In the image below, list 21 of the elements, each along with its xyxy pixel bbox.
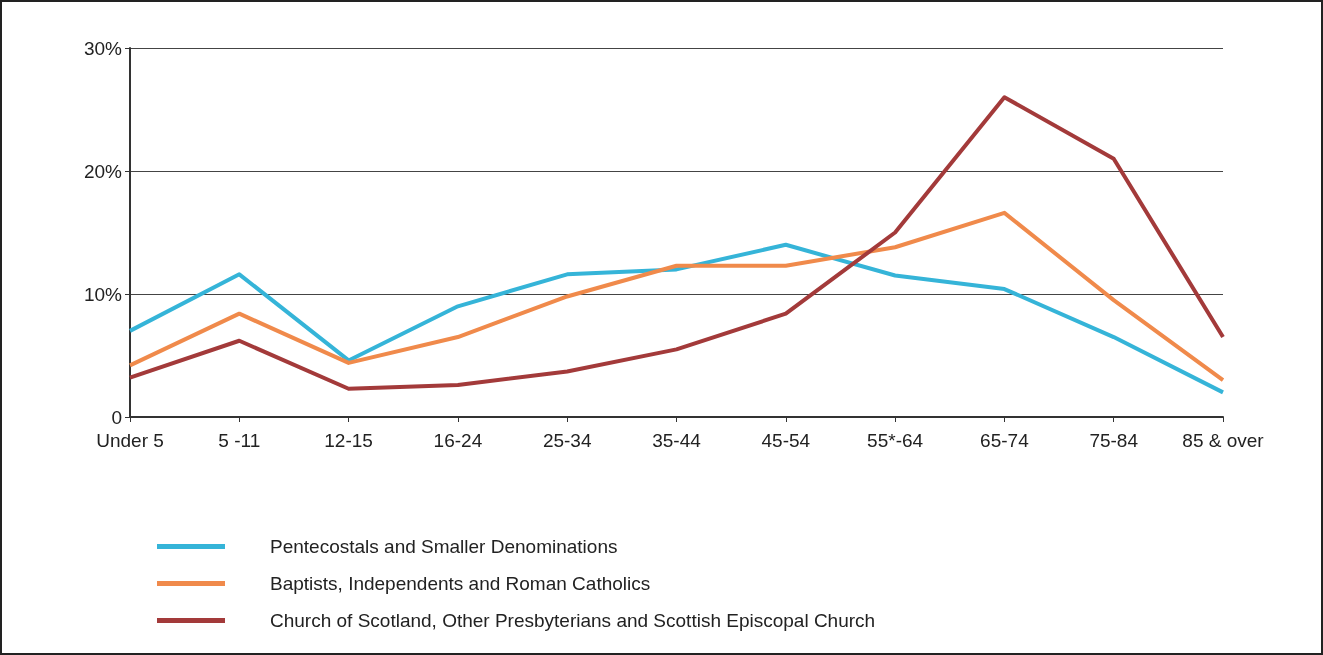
- x-tick-label: 5 -11: [218, 430, 261, 451]
- legend-label: Baptists, Independents and Roman Catholics: [270, 573, 651, 594]
- x-tick-label: 16-24: [433, 430, 483, 451]
- line-series: [128, 95, 1225, 391]
- y-tick-label: 30%: [83, 37, 123, 59]
- line-series: [128, 210, 1225, 383]
- x-tick-label: 45-54: [761, 430, 811, 451]
- x-tick-label: 25-34: [542, 430, 592, 451]
- legend-label: Church of Scotland, Other Presbyterians and Scottish Episcopal Church: [270, 610, 876, 631]
- x-tick-label: 85 & over: [1182, 430, 1265, 451]
- x-tick-label: 12-15: [324, 430, 373, 451]
- x-tick-label: Under 5: [96, 430, 164, 451]
- x-tick-label: 65-74: [980, 430, 1030, 451]
- x-tick-label: 75-84: [1089, 430, 1139, 451]
- line-series: [128, 242, 1225, 395]
- y-tick-label: 20%: [83, 160, 123, 182]
- y-tick-label: 0: [111, 406, 122, 428]
- y-tick-label: 10%: [83, 283, 123, 305]
- x-tick-label: 35-44: [652, 430, 702, 451]
- x-tick-label: 55*-64: [867, 430, 924, 451]
- legend-label: Pentecostals and Smaller Denominations: [270, 536, 618, 557]
